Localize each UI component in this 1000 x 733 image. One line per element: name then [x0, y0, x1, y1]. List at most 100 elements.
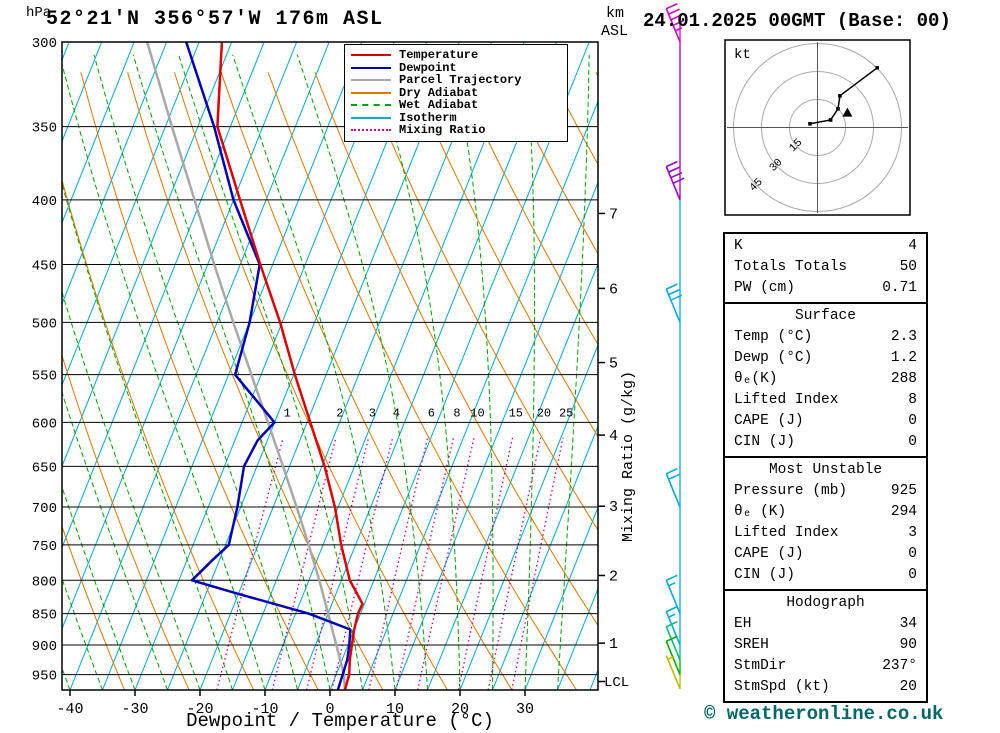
data-table: K 4 Totals Totals 50 PW (cm) 0.71: [723, 232, 928, 304]
temp-tick-label: -10: [251, 701, 278, 718]
wind-barb-stem: [665, 166, 681, 201]
isotherm-line: [459, 343, 598, 690]
mixing-ratio-value-label: 2: [336, 406, 343, 420]
table-row-label: StmDir: [734, 658, 787, 674]
table-row-value: 288: [890, 371, 917, 387]
mixing-ratio-value-label: 3: [369, 406, 376, 420]
table-row-value: 925: [890, 483, 917, 499]
isotherm-line: [62, 42, 298, 631]
table-row-label: Lifted Index: [734, 525, 839, 541]
table-row: θₑ(K) 288: [725, 369, 926, 390]
mixing-ratio-value-label: 4: [393, 406, 400, 420]
wet-adiabat-line: [93, 54, 298, 690]
asl-axis-label: ASL: [601, 23, 629, 40]
mixing-ratio-line: [216, 437, 284, 690]
isotherm-line: [69, 42, 330, 690]
wind-barb-feather: [665, 2, 678, 10]
legend-entry: Dry Adiabat: [351, 86, 561, 100]
dry-adiabat-line: [80, 72, 319, 690]
mixing-ratio-value-label: 8: [453, 406, 460, 420]
lcl-label: LCL: [604, 675, 630, 691]
wind-barb-half-feather: [675, 27, 683, 32]
legend-line-sample: [351, 79, 391, 82]
isotherm-line: [199, 42, 460, 690]
wind-barb-stem: [665, 579, 681, 614]
hodograph-trace-point: [828, 118, 833, 122]
table-row: StmSpd (kt) 20: [725, 677, 926, 698]
isotherm-line: [329, 42, 590, 690]
isotherm-line: [427, 262, 598, 690]
hodograph-trace-point: [875, 66, 879, 70]
mixing-ratio-value-label: 20: [537, 406, 551, 420]
isotherm-line: [297, 42, 558, 690]
wet-adiabat-line: [232, 54, 396, 690]
dry-adiabat-line: [62, 178, 255, 690]
table-row-label: CIN (J): [734, 567, 795, 583]
indices-tables: K 4 Totals Totals 50 PW (cm) 0.71 Surface Temp …: [723, 232, 928, 703]
legend-line-sample: [351, 116, 391, 119]
legend-line-sample: [351, 129, 391, 132]
isotherm-line: [167, 42, 428, 690]
table-row: SREH 90: [725, 635, 926, 656]
hodograph-trace-point: [836, 107, 840, 111]
wind-barb-feather: [665, 160, 678, 168]
table-row-value: 0: [908, 567, 917, 583]
pressure-tick-label: 400: [32, 194, 57, 210]
pressure-tick-label: 900: [32, 639, 57, 655]
wind-barb-half-feather: [668, 613, 676, 618]
temp-tick-label: 20: [451, 701, 469, 718]
legend-label: Temperature: [399, 48, 479, 63]
mixing-ratio-value-label: 6: [428, 406, 435, 420]
table-row-label: θₑ(K): [734, 371, 778, 387]
parcel-trajectory-curve: [146, 42, 347, 690]
table-row-label: Lifted Index: [734, 392, 839, 408]
pressure-tick-label: 950: [32, 669, 57, 685]
dry-adiabat-line: [454, 72, 598, 346]
wind-barb-half-feather: [667, 655, 675, 661]
isotherm-line: [0, 42, 37, 690]
table-row: CIN (J) 0: [725, 432, 926, 453]
temperature-axis-label: Dewpoint / Temperature (°C): [186, 710, 494, 732]
wet-adiabat-line: [296, 54, 428, 690]
mixing-ratio-value-label: 25: [559, 406, 573, 420]
table-row: Pressure (mb) 925: [725, 481, 926, 502]
table-row-label: Pressure (mb): [734, 483, 848, 499]
mixing-ratio-value-label: 15: [509, 406, 523, 420]
km-tick-label: 1: [609, 636, 618, 653]
table-row-label: CAPE (J): [734, 413, 804, 429]
wind-barb-stem: [665, 626, 681, 661]
wind-barb-feather: [665, 467, 678, 475]
wet-adiabat-line: [451, 54, 494, 690]
dewpoint-curve: [185, 42, 352, 690]
table-row-value: 3: [908, 525, 917, 541]
mixing-ratio-line: [395, 437, 455, 690]
data-table: Most Unstable Pressure (mb) 925 θₑ (K) 294 Li…: [723, 456, 928, 591]
table-row: PW (cm) 0.71: [725, 278, 926, 299]
legend-label: Parcel Trajectory: [399, 73, 522, 88]
table-row: CAPE (J) 0: [725, 411, 926, 432]
table-row: CIN (J) 0: [725, 565, 926, 586]
wind-barb-stem: [665, 640, 681, 675]
pressure-tick-label: 350: [32, 121, 57, 137]
table-row: Totals Totals 50: [725, 257, 926, 278]
dry-adiabat-line: [220, 72, 513, 690]
mixing-ratio-line: [305, 437, 370, 690]
isotherm-line: [62, 42, 70, 62]
legend-entry: Mixing Ratio: [351, 123, 561, 138]
wet-adiabat-line: [371, 54, 461, 690]
isotherm-line: [134, 42, 395, 690]
isotherm-line: [232, 42, 493, 690]
table-row: StmDir 237°: [725, 656, 926, 677]
table-row-label: Dewp (°C): [734, 350, 813, 366]
table-row: CAPE (J) 0: [725, 544, 926, 565]
pressure-tick-label: 750: [32, 539, 57, 555]
isotherm-line: [62, 42, 200, 387]
wind-barb-feather: [672, 19, 685, 27]
legend-line-sample: [351, 91, 391, 94]
wind-barb-stem: [665, 8, 681, 43]
legend-label: Mixing Ratio: [399, 123, 486, 138]
legend-line-sample: [351, 54, 391, 57]
wet-adiabat-line: [132, 54, 331, 690]
